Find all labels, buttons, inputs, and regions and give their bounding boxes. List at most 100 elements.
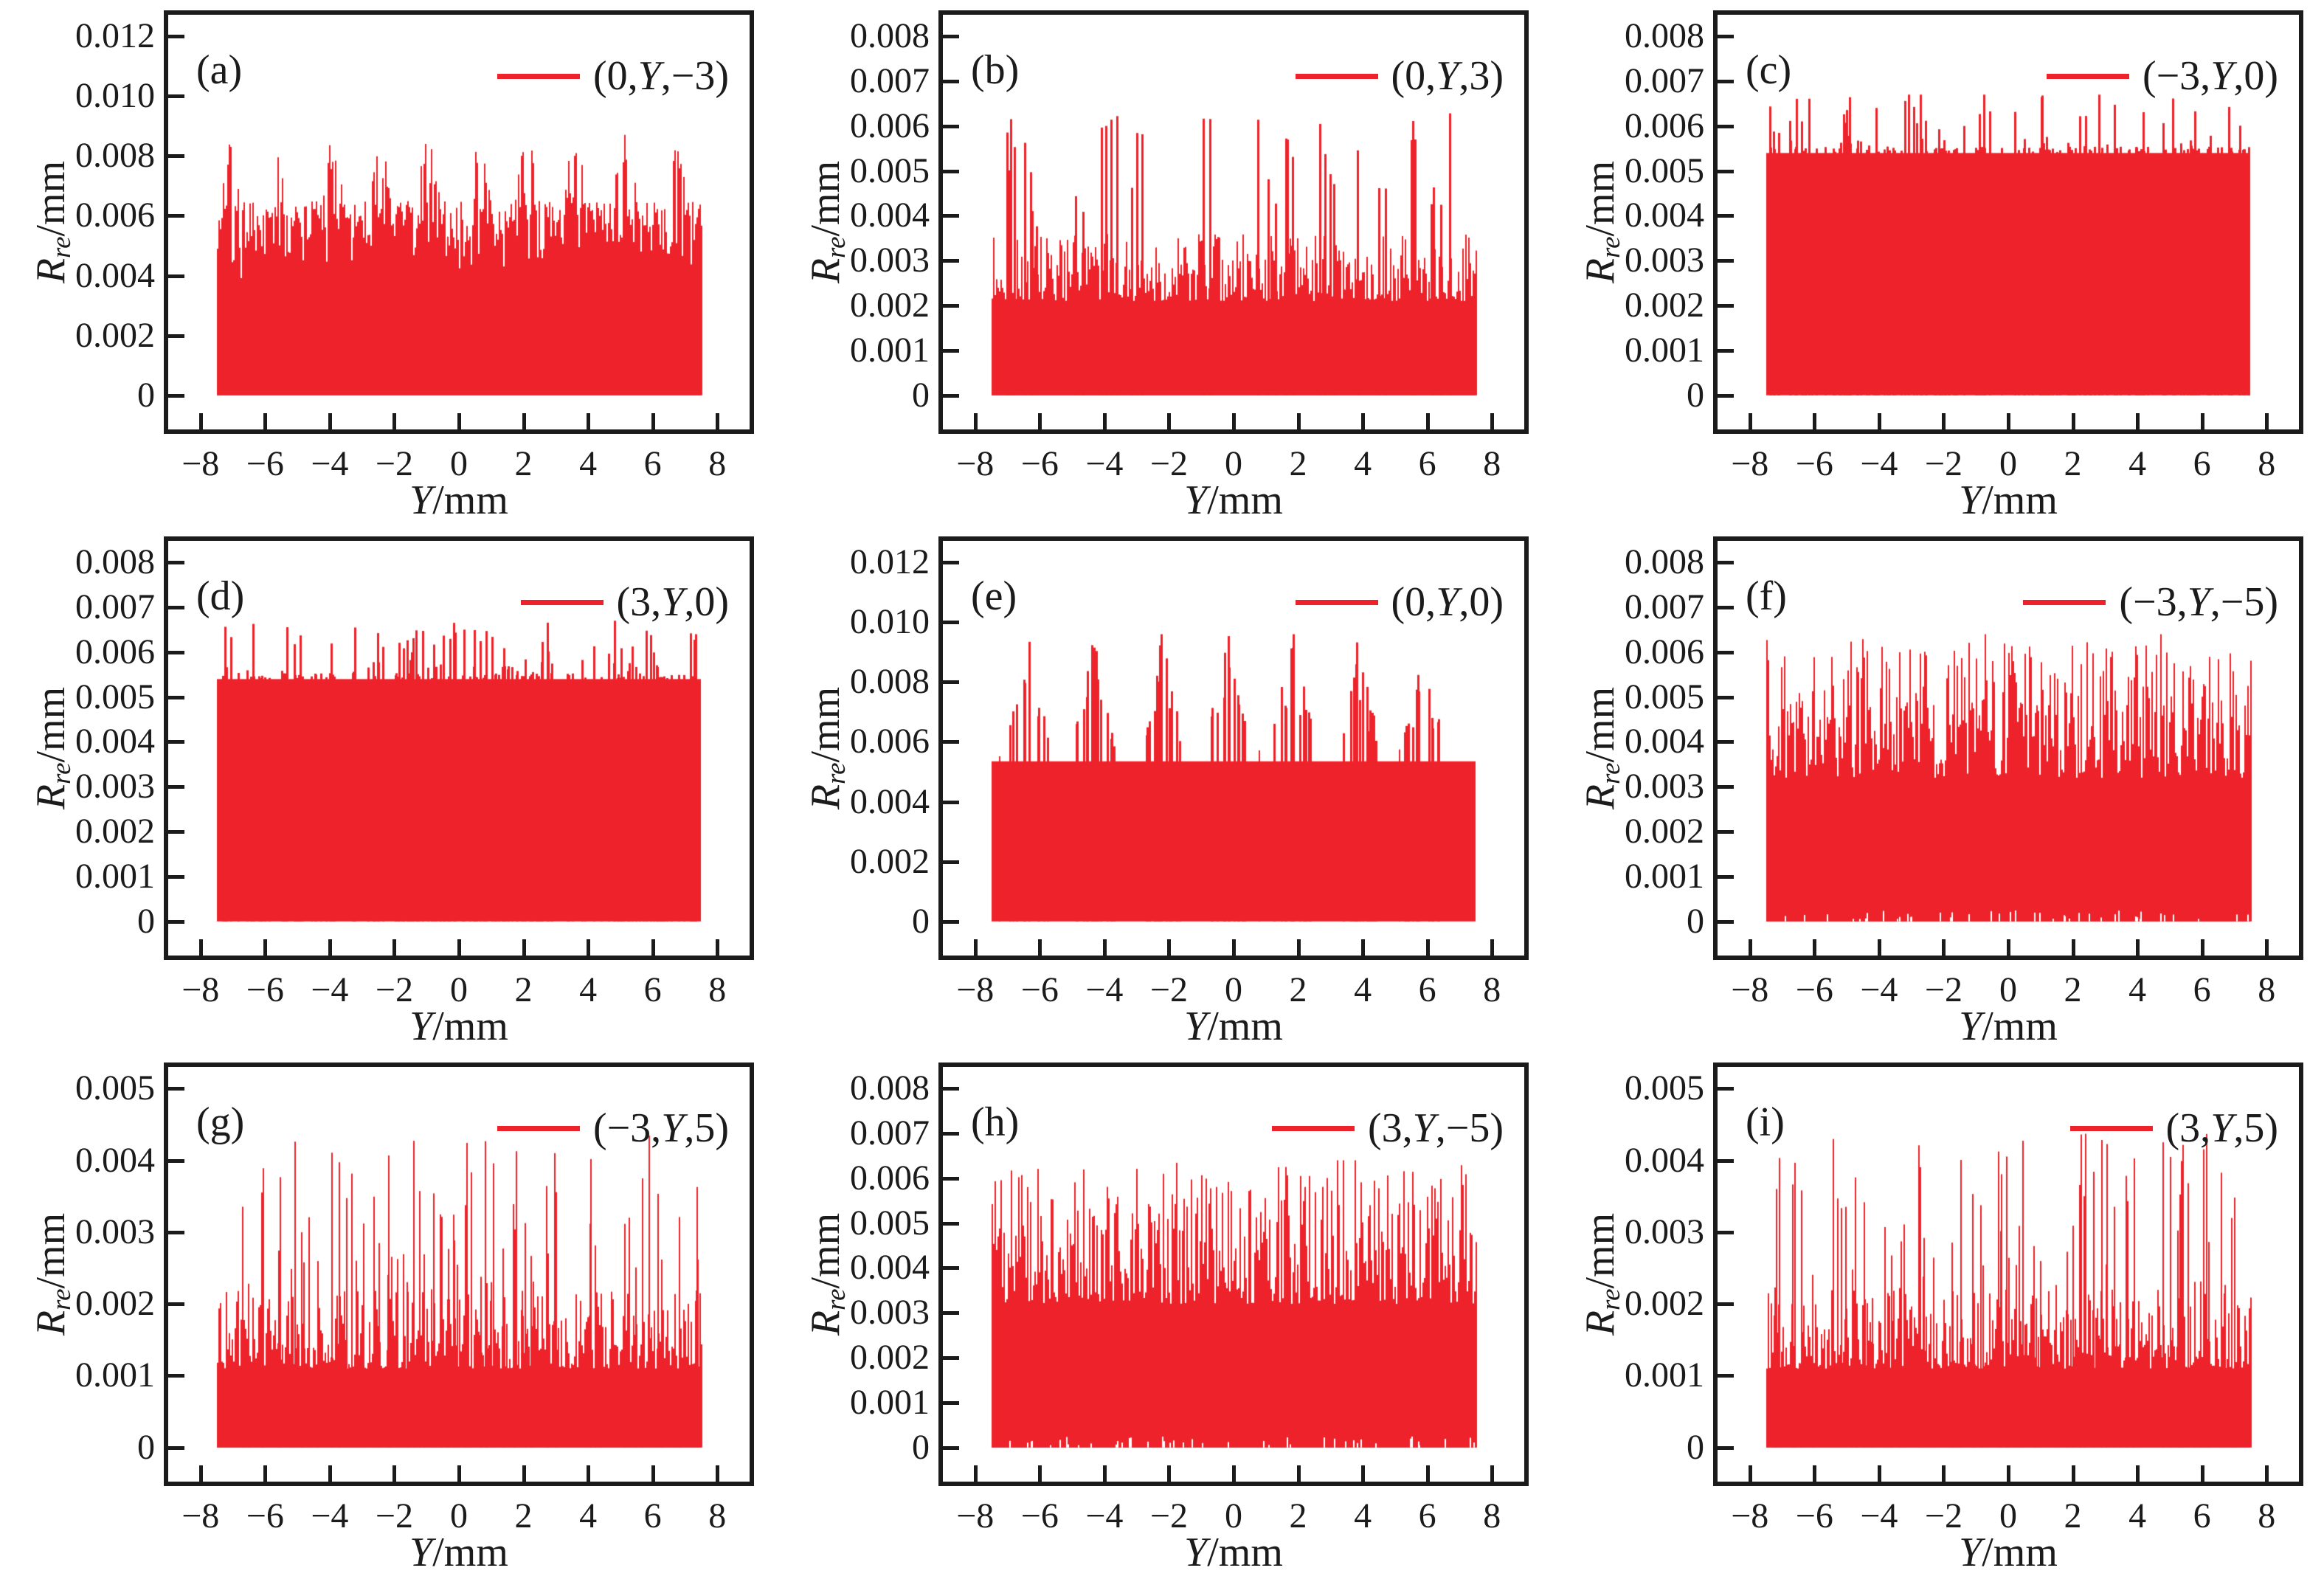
panel-letter: (c) xyxy=(1746,47,1792,93)
y-tick xyxy=(943,393,959,398)
y-tick xyxy=(1718,1374,1734,1378)
y-tick-label: 0.008 xyxy=(850,16,930,56)
plot-frame xyxy=(1713,536,2303,960)
y-tick xyxy=(943,919,959,924)
y-axis-subscript: re xyxy=(820,236,851,258)
x-tick xyxy=(1425,413,1430,429)
x-tick xyxy=(2007,1465,2010,1482)
legend-text-variable: Y xyxy=(2210,53,2234,99)
y-tick xyxy=(168,94,184,99)
x-tick-label: 8 xyxy=(2258,444,2276,483)
x-tick xyxy=(392,1465,397,1482)
y-tick xyxy=(1718,561,1734,565)
y-axis-label: Rre/mm xyxy=(1577,687,1627,809)
x-tick xyxy=(1748,413,1752,429)
x-axis-label: Y/mm xyxy=(409,1004,508,1048)
x-axis-label: Y/mm xyxy=(1184,1004,1283,1048)
x-tick xyxy=(1490,413,1495,429)
x-tick-label: −6 xyxy=(246,444,284,483)
x-tick-label: −4 xyxy=(1860,970,1898,1009)
y-tick-label: 0.001 xyxy=(850,1382,930,1422)
y-tick-label: 0.002 xyxy=(75,812,155,851)
x-tick-label: 4 xyxy=(2128,444,2147,483)
y-tick xyxy=(168,1374,184,1378)
x-tick-label: −6 xyxy=(1020,970,1059,1009)
y-tick xyxy=(168,334,184,338)
x-tick xyxy=(1877,413,1881,429)
x-tick xyxy=(587,1465,591,1482)
legend: (0,Y,−3) xyxy=(497,53,729,99)
y-tick-label: 0.012 xyxy=(850,542,930,582)
y-tick xyxy=(1718,1445,1734,1450)
x-tick xyxy=(1813,1465,1817,1482)
x-tick xyxy=(1296,1465,1301,1482)
y-tick-label: 0.003 xyxy=(75,767,155,806)
legend-text-pre: (0, xyxy=(1391,53,1436,99)
y-tick-label: 0.008 xyxy=(1625,542,1704,582)
y-tick xyxy=(943,561,959,565)
y-tick-label: 0.006 xyxy=(850,106,930,145)
y-tick xyxy=(168,650,184,654)
y-tick-label: 0.004 xyxy=(1625,722,1704,761)
y-tick-label: 0.004 xyxy=(850,1248,930,1288)
legend-line-sample xyxy=(2023,599,2106,605)
y-axis-label: Rre/mm xyxy=(28,1213,77,1336)
y-tick xyxy=(943,214,959,218)
panel-c: 0 0.001 0.002 0.003 0.004 0.005 0.006 0.007 0.00… xyxy=(1549,0,2324,526)
y-tick xyxy=(168,785,184,790)
legend-label: (−3,Y,0) xyxy=(2143,53,2278,99)
x-tick-label: −2 xyxy=(1149,444,1188,483)
y-axis-label: Rre/mm xyxy=(28,687,77,809)
x-axis-label: Y/mm xyxy=(409,478,508,522)
x-tick-label: −4 xyxy=(311,444,349,483)
panel-i: 0 0.001 0.002 0.003 0.004 0.005 −8 −6 −4 −2 0 2 4 6 8 Y… xyxy=(1549,1052,2324,1579)
y-tick-label: 0.005 xyxy=(75,1068,155,1108)
y-tick-label: 0.005 xyxy=(75,677,155,716)
x-tick xyxy=(2265,939,2269,956)
x-tick-label: 4 xyxy=(1354,970,1372,1009)
y-tick xyxy=(943,124,959,128)
x-tick xyxy=(716,939,720,956)
y-tick-label: 0.007 xyxy=(75,587,155,627)
legend-text-pre: (−3, xyxy=(2119,579,2188,625)
y-tick-label: 0.005 xyxy=(1625,1068,1704,1108)
y-tick xyxy=(943,1132,959,1136)
y-tick-label: 0 xyxy=(137,901,155,941)
y-tick-label: 0 xyxy=(1687,901,1704,941)
x-tick-label: 2 xyxy=(514,970,533,1009)
y-axis-unit: /mm xyxy=(803,686,848,763)
y-tick-label: 0.006 xyxy=(1625,632,1704,671)
x-tick-label: −8 xyxy=(956,444,995,483)
y-tick-label: 0.004 xyxy=(75,722,155,761)
legend-text-pre: (0, xyxy=(1391,579,1436,625)
y-axis-unit: /mm xyxy=(1577,160,1623,237)
y-axis-label: Rre/mm xyxy=(803,687,852,809)
y-tick xyxy=(1718,1158,1734,1163)
legend-text-post: ,3) xyxy=(1459,53,1504,99)
x-tick-label: −6 xyxy=(246,970,284,1009)
x-tick-label: −8 xyxy=(1731,1496,1769,1535)
y-axis-variable: R xyxy=(28,1310,74,1336)
x-tick xyxy=(328,413,332,429)
x-tick-label: 0 xyxy=(1225,970,1242,1009)
y-tick-label: 0.007 xyxy=(850,1113,930,1153)
y-tick xyxy=(943,259,959,263)
x-tick xyxy=(2136,413,2140,429)
x-tick xyxy=(1490,939,1495,956)
y-tick xyxy=(943,304,959,308)
y-tick xyxy=(1718,393,1734,398)
y-tick-label: 0.001 xyxy=(75,856,155,896)
y-tick xyxy=(1718,214,1734,218)
x-tick xyxy=(457,413,461,429)
y-tick xyxy=(168,154,184,159)
x-tick xyxy=(716,413,720,429)
y-tick xyxy=(943,1087,959,1091)
x-tick-label: −4 xyxy=(311,1496,349,1535)
plot-frame xyxy=(164,1063,754,1486)
y-tick-label: 0.008 xyxy=(75,136,155,176)
y-axis-subscript: re xyxy=(820,1288,851,1310)
x-tick xyxy=(2071,939,2075,956)
y-tick-label: 0.003 xyxy=(850,241,930,280)
x-axis-unit: /mm xyxy=(432,1530,508,1575)
